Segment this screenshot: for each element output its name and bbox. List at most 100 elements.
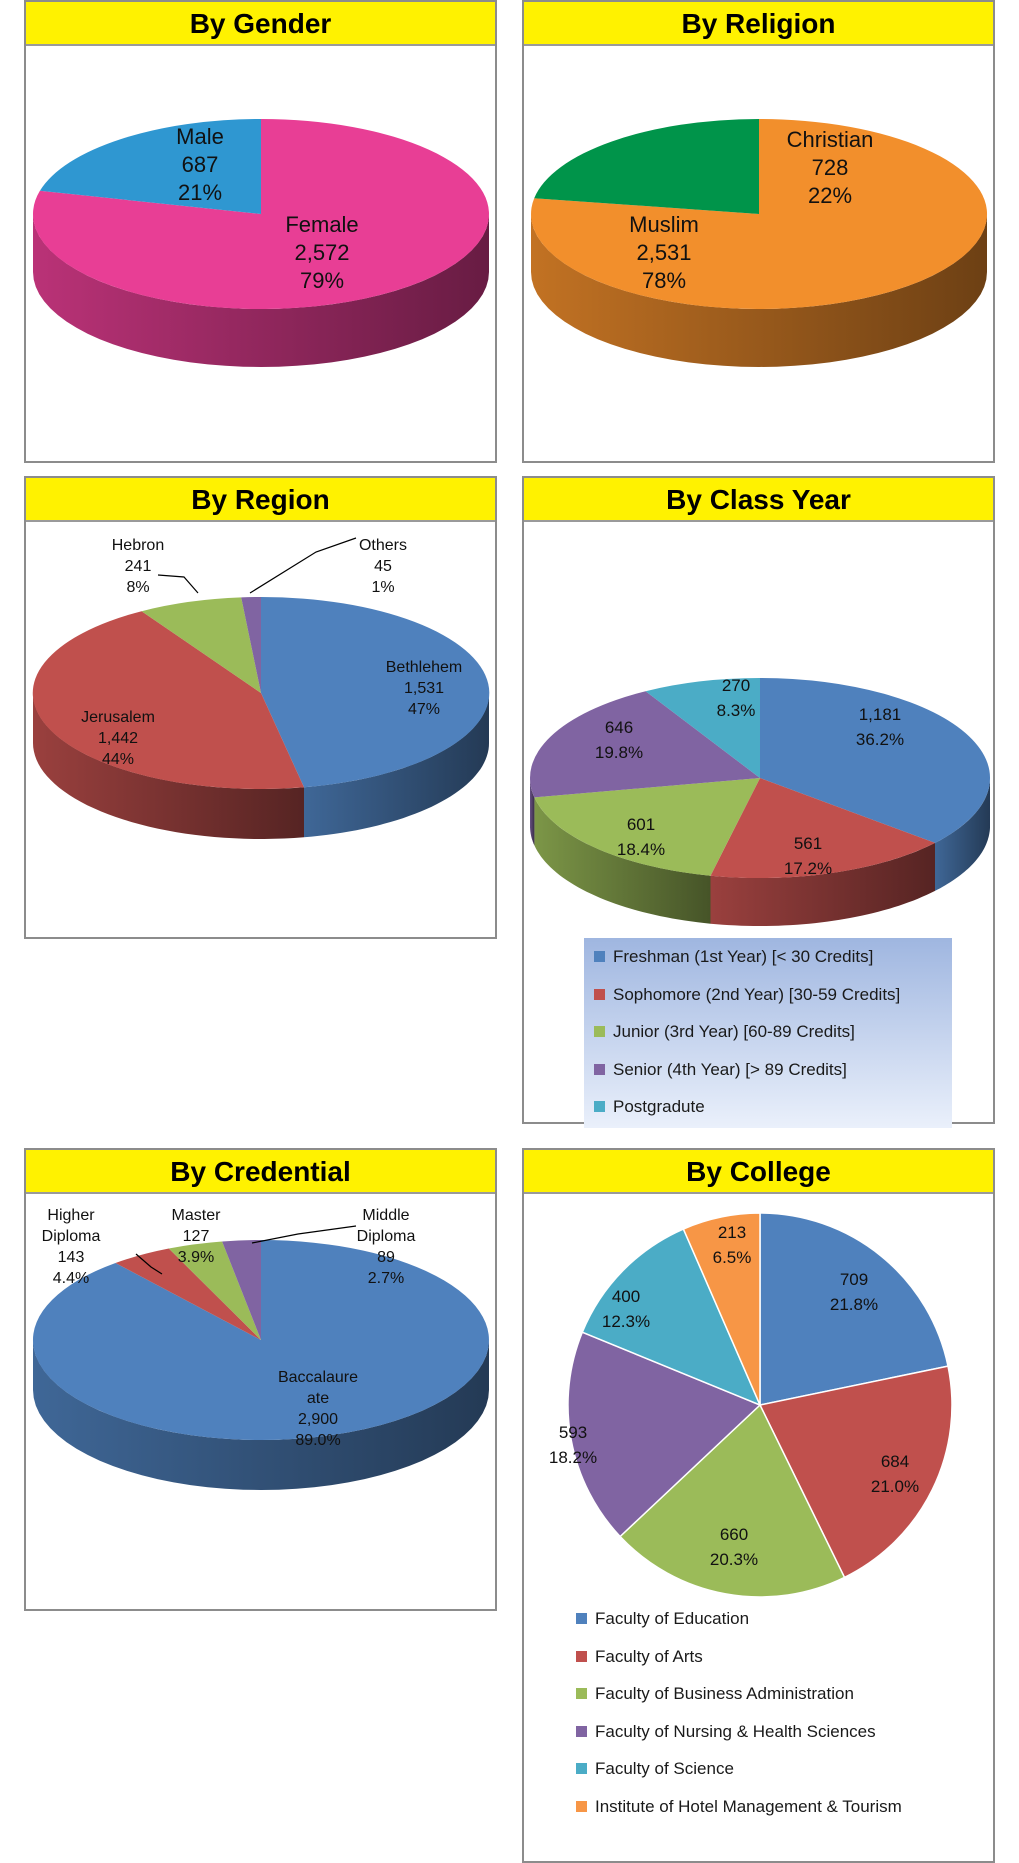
college-legend-item: Faculty of Education — [576, 1600, 902, 1638]
classyear-title: By Class Year — [524, 478, 993, 522]
gender-pie-chart: Female 2,572 79% Male 687 21% — [32, 119, 489, 367]
college-pie-chart: 709 21.8% 684 21.0% 660 20.3% 593 18.2% 400 12.3%… — [549, 1212, 953, 1598]
classyear-slice — [760, 678, 991, 843]
legend-swatch — [576, 1650, 587, 1662]
legend-label: Junior (3rd Year) [60-89 Credits] — [613, 1022, 855, 1041]
legend-label: Postgradute — [613, 1097, 705, 1116]
classyear-legend-item: Senior (4th Year) [> 89 Credits] — [594, 1051, 942, 1089]
college-panel: By College 709 21.8% 684 21.0% 660 20.3% 593 18… — [522, 1148, 995, 1863]
college-legend-item: Institute of Hotel Management & Tourism — [576, 1788, 902, 1826]
credential-data-label: Middle Diploma 89 2.7% — [357, 1207, 416, 1287]
legend-label: Freshman (1st Year) [< 30 Credits] — [613, 947, 874, 966]
region-pie-chart: Bethlehem 1,531 47% Jerusalem 1,442 44% Hebron… — [32, 537, 490, 839]
classyear-slice — [645, 678, 760, 778]
region-leader-line — [249, 537, 357, 594]
credential-slice — [115, 1248, 261, 1340]
religion-slice — [531, 119, 988, 309]
college-slice — [581, 1228, 762, 1407]
credential-slice — [168, 1241, 261, 1340]
region-slice-side — [304, 693, 489, 838]
gender-slice — [32, 119, 489, 309]
region-leader-line — [157, 574, 199, 594]
religion-pie-chart: Muslim 2,531 78% Christian 728 22% — [531, 119, 988, 367]
college-legend: Faculty of Education Faculty of Arts Facul… — [576, 1600, 902, 1825]
region-data-label: Bethlehem 1,531 47% — [386, 659, 463, 718]
religion-panel: By Religion Muslim 2,531 78% Christian 728 22… — [522, 0, 995, 463]
gender-slice — [39, 119, 262, 214]
classyear-slice — [530, 691, 760, 798]
credential-slice — [32, 1240, 489, 1440]
legend-swatch — [576, 1688, 587, 1700]
college-data-label: 709 21.8% — [830, 1270, 878, 1314]
gender-title: By Gender — [26, 2, 495, 46]
classyear-slice-side — [534, 797, 711, 924]
region-data-label: Jerusalem 1,442 44% — [81, 709, 155, 768]
college-data-label: 593 18.2% — [549, 1423, 597, 1467]
classyear-slice-side — [710, 842, 935, 926]
region-slice — [32, 611, 304, 790]
legend-label: Senior (4th Year) [> 89 Credits] — [613, 1059, 847, 1079]
college-title: By College — [524, 1150, 993, 1194]
college-slice — [759, 1212, 949, 1406]
credential-leader-line — [135, 1253, 163, 1275]
gender-data-label: Male 687 21% — [176, 124, 224, 205]
legend-label: Institute of Hotel Management & Tourism — [595, 1796, 902, 1816]
legend-swatch — [576, 1763, 587, 1775]
college-slice — [619, 1403, 846, 1598]
college-slice — [567, 1331, 762, 1538]
legend-label: Sophomore (2nd Year) [30-59 Credits] — [613, 984, 901, 1004]
credential-panel: By Credential Baccalaure ate 2,900 89.0% Hig… — [24, 1148, 497, 1611]
religion-slice-side — [531, 214, 987, 367]
classyear-legend-item: Postgradute — [594, 1088, 942, 1126]
legend-swatch — [594, 951, 605, 963]
classyear-data-label: 601 18.4% — [617, 815, 665, 859]
region-slice — [261, 596, 490, 788]
classyear-slice-side — [530, 778, 535, 846]
classyear-data-label: 1,181 36.2% — [856, 705, 904, 749]
classyear-legend: Freshman (1st Year) [< 30 Credits] Sophom… — [584, 938, 952, 1128]
college-legend-item: Faculty of Science — [576, 1750, 902, 1788]
college-legend-item: Faculty of Business Administration — [576, 1675, 902, 1713]
legend-label: Faculty of Arts — [595, 1646, 703, 1666]
legend-label: Faculty of Science — [595, 1759, 734, 1778]
gender-panel: By Gender Female 2,572 79% Male 687 21% — [24, 0, 497, 463]
classyear-slice — [710, 778, 935, 879]
classyear-legend-item: Sophomore (2nd Year) [30-59 Credits] — [594, 976, 942, 1014]
gender-slice-side — [33, 214, 489, 367]
region-slice-side — [33, 693, 304, 839]
legend-swatch — [576, 1800, 587, 1812]
college-data-label: 400 12.3% — [602, 1287, 650, 1331]
region-title: By Region — [26, 478, 495, 522]
college-legend-item: Faculty of Arts — [576, 1638, 902, 1676]
legend-swatch — [594, 1101, 605, 1113]
religion-title: By Religion — [524, 2, 993, 46]
religion-slice — [534, 119, 759, 214]
credential-pie-chart: Baccalaure ate 2,900 89.0% Higher Diploma 143 4… — [32, 1207, 489, 1490]
college-slice — [682, 1212, 761, 1406]
college-data-label: 684 21.0% — [871, 1452, 919, 1496]
classyear-legend-item: Freshman (1st Year) [< 30 Credits] — [594, 938, 942, 976]
legend-label: Faculty of Nursing & Health Sciences — [595, 1721, 876, 1741]
classyear-data-label: 561 17.2% — [784, 834, 832, 878]
region-data-label: Others 45 1% — [359, 537, 407, 596]
legend-swatch — [576, 1613, 587, 1625]
region-data-label: Hebron 241 8% — [112, 537, 164, 596]
credential-leader-line — [251, 1225, 357, 1244]
legend-label: Faculty of Business Administration — [595, 1684, 854, 1703]
credential-data-label: Master 127 3.9% — [172, 1207, 222, 1266]
classyear-pie-chart: 1,181 36.2% 561 17.2% 601 18.4% 646 19.8% 270 8.3… — [530, 676, 991, 926]
legend-swatch — [594, 988, 605, 1000]
college-data-label: 213 6.5% — [713, 1223, 752, 1267]
legend-swatch — [594, 1063, 605, 1075]
legend-swatch — [594, 1026, 605, 1038]
credential-title: By Credential — [26, 1150, 495, 1194]
classyear-slice-side — [935, 778, 990, 891]
credential-slice-side — [33, 1340, 489, 1490]
classyear-data-label: 646 19.8% — [595, 718, 643, 762]
college-legend-item: Faculty of Nursing & Health Sciences — [576, 1713, 902, 1751]
legend-swatch — [576, 1725, 587, 1737]
college-data-label: 660 20.3% — [710, 1525, 758, 1569]
religion-data-label: Muslim 2,531 78% — [629, 212, 699, 293]
classyear-legend-item: Junior (3rd Year) [60-89 Credits] — [594, 1013, 942, 1051]
gender-data-label: Female 2,572 79% — [285, 212, 358, 293]
